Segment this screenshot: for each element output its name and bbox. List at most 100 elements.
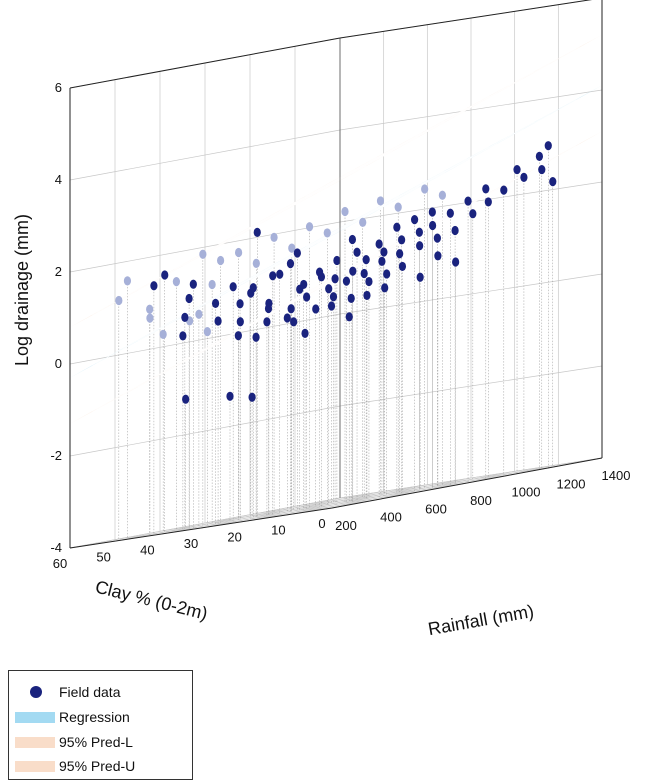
data-point [182,394,190,404]
data-point-faded [288,243,296,253]
surface-mesh-line [227,92,498,240]
z-tick-label: 4 [55,172,62,187]
data-point [226,391,234,401]
data-point-faded [203,327,211,337]
gridline [69,129,341,181]
data-point [185,293,193,304]
data-point [265,298,273,308]
gridline [113,490,384,542]
data-point [500,185,508,195]
data-point [428,207,436,217]
y-axis-line [69,507,333,549]
data-point [342,276,351,286]
data-point [345,312,353,322]
data-point [296,284,304,294]
data-point [329,292,338,302]
surface-mesh-line [305,145,576,293]
data-point-faded [438,190,446,200]
z-tick-label: -2 [50,448,62,463]
data-point [446,208,454,218]
data-point [181,312,189,322]
gridline [244,470,515,522]
surface-mesh-line [305,99,576,247]
data-point [229,282,237,292]
legend-label-field: Field data [59,684,121,700]
data-point [544,141,552,151]
data-point [236,299,244,309]
top-edge-right [339,0,593,39]
data-point [179,331,187,341]
data-point-faded [172,277,180,287]
gridline [69,221,341,273]
data-point [469,209,477,219]
surface-mesh-line [200,158,472,306]
legend-item-field: Field data [9,681,192,703]
data-point [353,247,361,257]
gridline [69,497,341,549]
data-point [312,304,320,314]
data-point [398,235,406,245]
y-tick-label: 40 [140,543,154,558]
y-tick-label: 10 [271,523,285,538]
data-point [381,283,389,293]
data-point-faded [146,313,154,323]
data-point-faded [208,279,216,290]
x-tick-label: 1400 [602,468,631,483]
data-point [393,222,401,232]
data-point [464,196,472,206]
surface-mesh-line [122,201,393,349]
surface-mesh-line [253,174,524,322]
surface-mesh-line [148,233,419,381]
data-point [416,272,424,282]
data-point [360,268,368,279]
data-point-faded [341,206,349,217]
surface-mesh-line [200,107,472,255]
z-tick-label: 0 [55,356,62,371]
data-point [375,239,383,249]
data-point-faded [115,295,123,306]
data-point [333,255,341,266]
data-point [434,251,442,261]
data-point [416,241,424,251]
data-point [535,151,544,161]
data-point [362,255,370,265]
surface-mesh-line [305,49,576,197]
data-point [276,269,284,279]
data-point [252,332,260,342]
data-point-faded [146,304,154,314]
legend-swatch-pred-u [15,761,55,772]
y-tick-label: 0 [318,516,325,531]
data-point [327,301,336,311]
data-point-faded [305,222,314,232]
data-point [236,317,244,327]
data-point [520,172,528,182]
labels: -4 -2 0 2 4 6 200 400 600 800 1000 1200 1400 0 10 20 30 4… [12,80,630,639]
y-axis-title: Clay % (0-2m) [93,577,209,624]
surface-mesh-line [279,63,550,211]
data-point-faded [376,196,385,206]
legend-swatch-field [30,686,42,698]
z-tick-label: -4 [50,540,62,555]
data-point [214,316,222,326]
data-point [283,313,291,323]
data-point [325,284,333,294]
data-point [290,317,298,327]
data-point [538,164,546,175]
data-point [513,164,521,175]
legend-swatch-pred-l [15,737,55,748]
data-point-faded [199,249,207,259]
data-point-faded [123,276,132,286]
x-tick-label: 1000 [512,485,541,500]
surface-mesh-line [253,78,524,226]
gridline [69,405,341,457]
data-point [415,227,423,237]
top-edge-left [69,37,341,89]
x-tick-label: 600 [425,501,447,516]
data-point [301,328,309,338]
data-point [211,298,220,308]
data-point-faded [421,184,429,194]
data-point [150,281,158,291]
data-point [349,266,357,276]
surface-mesh-line [122,247,393,395]
data-point-faded [270,232,278,242]
